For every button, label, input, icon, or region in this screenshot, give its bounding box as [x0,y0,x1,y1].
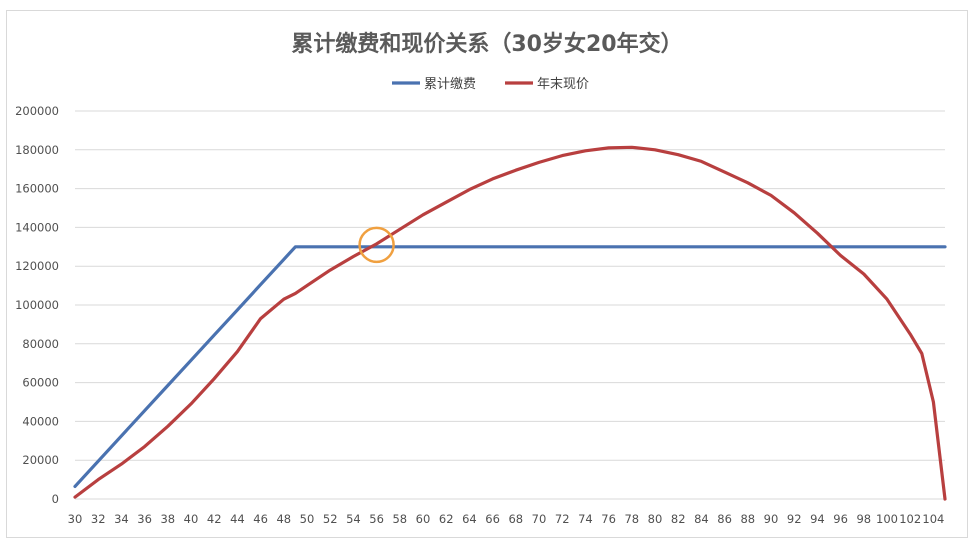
x-tick-label: 60 [416,512,431,526]
x-tick-label: 44 [230,512,245,526]
annotation-layer [358,226,395,264]
x-tick-label: 42 [207,512,222,526]
x-tick-label: 80 [648,512,663,526]
x-tick-label: 40 [184,512,199,526]
x-tick-label: 62 [439,512,454,526]
x-tick-label: 92 [787,512,802,526]
y-tick-label: 120000 [15,259,59,273]
series-line-2 [73,145,947,501]
x-tick-label: 46 [253,512,268,526]
legend-label-2: 年末现价 [537,77,589,92]
x-tick-label: 54 [346,512,361,526]
x-tick-label: 38 [160,512,175,526]
gridlines [75,110,945,500]
legend-label-1: 累计缴费 [424,77,476,92]
y-tick-label: 0 [52,492,59,506]
line-chart: 累计缴费和现价关系（30岁女20年交） 累计缴费 年末现价 0 20000 40000… [15,31,947,526]
chart-title: 累计缴费和现价关系（30岁女20年交） [291,31,682,57]
x-tick-label: 32 [91,512,106,526]
x-tick-label: 74 [578,512,593,526]
x-tick-label: 48 [276,512,291,526]
x-tick-label: 36 [137,512,152,526]
y-tick-label: 180000 [15,143,59,157]
x-axis: 30 32 34 36 38 40 42 44 46 48 50 52 54 56 58 60 62 64 66 68… [68,512,945,526]
y-tick-label: 80000 [22,337,59,351]
y-tick-label: 20000 [22,453,59,467]
x-tick-label: 104 [922,512,944,526]
x-tick-label: 64 [462,512,477,526]
y-tick-label: 40000 [22,414,59,428]
x-tick-label: 78 [624,512,639,526]
series-line-1 [73,245,947,488]
x-tick-label: 34 [114,512,129,526]
x-tick-label: 94 [810,512,825,526]
x-tick-label: 82 [671,512,686,526]
x-tick-label: 76 [601,512,616,526]
x-tick-label: 30 [68,512,83,526]
x-tick-label: 88 [740,512,755,526]
x-tick-label: 100 [876,512,898,526]
x-tick-label: 86 [717,512,732,526]
x-tick-label: 90 [764,512,779,526]
y-tick-label: 60000 [22,376,59,390]
chart-legend: 累计缴费 年末现价 [392,77,589,92]
x-tick-label: 66 [485,512,500,526]
x-tick-label: 50 [300,512,315,526]
y-tick-label: 140000 [15,220,59,234]
x-tick-label: 102 [899,512,921,526]
x-tick-label: 84 [694,512,709,526]
y-tick-label: 200000 [15,104,59,118]
x-tick-label: 98 [856,512,871,526]
x-tick-label: 56 [369,512,384,526]
y-axis: 0 20000 40000 60000 80000 100000 120000 140000 1… [15,104,59,506]
x-tick-label: 68 [508,512,523,526]
highlight-circle [358,226,395,264]
y-tick-label: 100000 [15,298,59,312]
x-tick-label: 52 [323,512,338,526]
y-tick-label: 160000 [15,182,59,196]
chart-frame: 累计缴费和现价关系（30岁女20年交） 累计缴费 年末现价 0 20000 40000… [6,10,968,538]
x-tick-label: 72 [555,512,570,526]
series-layer [73,145,947,501]
x-tick-label: 96 [833,512,848,526]
x-tick-label: 58 [392,512,407,526]
x-tick-label: 70 [532,512,547,526]
